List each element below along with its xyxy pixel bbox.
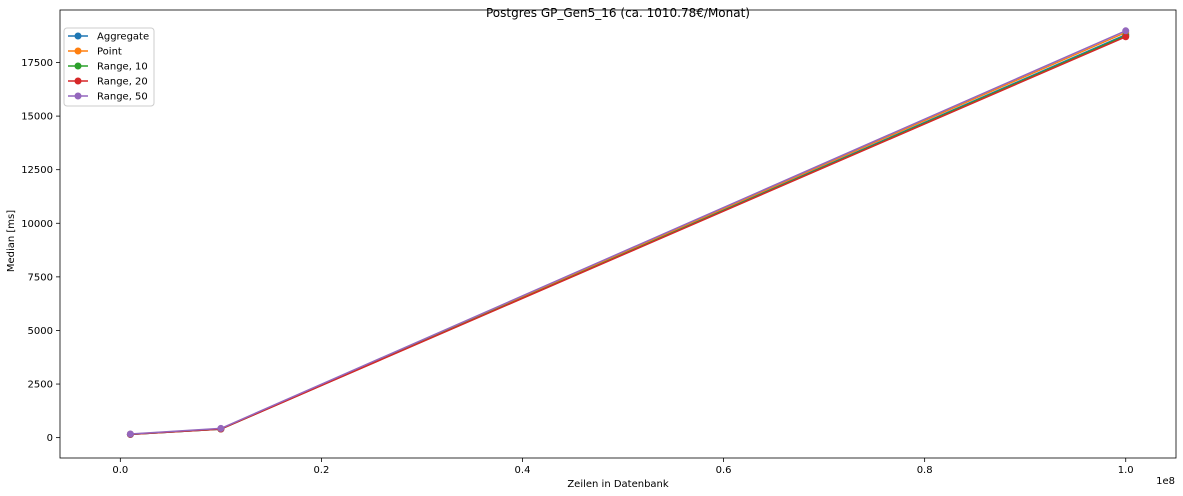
x-tick-label: 0.4: [515, 465, 531, 476]
legend-marker: [74, 77, 82, 85]
legend-marker: [74, 62, 82, 70]
legend-box: [63, 27, 155, 107]
x-axis-ticks: 0.0 0.2 0.4 0.6 0.8 1.0: [112, 458, 1134, 476]
legend: Aggregate Point Range, 10 Range, 20 Range, 5…: [63, 27, 155, 107]
legend-label: Aggregate: [97, 32, 149, 43]
data-point: [1122, 27, 1130, 35]
data-point: [1122, 33, 1130, 41]
x-tick-label: 1.0: [1118, 465, 1134, 476]
data-point: [126, 430, 134, 438]
data-point: [217, 424, 225, 432]
x-axis-label: Zeilen in Datenbank: [567, 479, 669, 490]
y-tick-label: 12500: [21, 165, 53, 176]
legend-label: Point: [97, 47, 122, 58]
x-axis-offset-label: 1e8: [1156, 476, 1175, 487]
y-tick-label: 17500: [21, 58, 53, 69]
legend-label: Range, 50: [97, 92, 148, 103]
x-tick-label: 0.0: [112, 465, 128, 476]
y-axis-label: Median [ms]: [6, 210, 17, 272]
plot-area: [59, 9, 1177, 459]
x-tick-label: 0.8: [917, 465, 933, 476]
y-tick-label: 10000: [21, 219, 53, 230]
y-tick-label: 7500: [28, 272, 53, 283]
legend-marker: [74, 92, 82, 100]
x-tick-label: 0.6: [716, 465, 732, 476]
legend-marker: [74, 47, 82, 55]
legend-label: Range, 10: [97, 62, 148, 73]
legend-label: Range, 20: [97, 77, 148, 88]
series-layer: [126, 27, 1130, 438]
y-tick-label: 5000: [28, 326, 53, 337]
y-tick-label: 15000: [21, 112, 53, 123]
chart-title: Postgres GP_Gen5_16 (ca. 1010.78€/Monat): [486, 6, 750, 20]
y-tick-label: 2500: [28, 380, 53, 391]
y-tick-label: 0: [47, 433, 53, 444]
x-tick-label: 0.2: [313, 465, 329, 476]
legend-marker: [74, 32, 82, 40]
y-axis-ticks: 0 2500 5000 7500 10000 12500 15000 17500: [21, 58, 60, 444]
